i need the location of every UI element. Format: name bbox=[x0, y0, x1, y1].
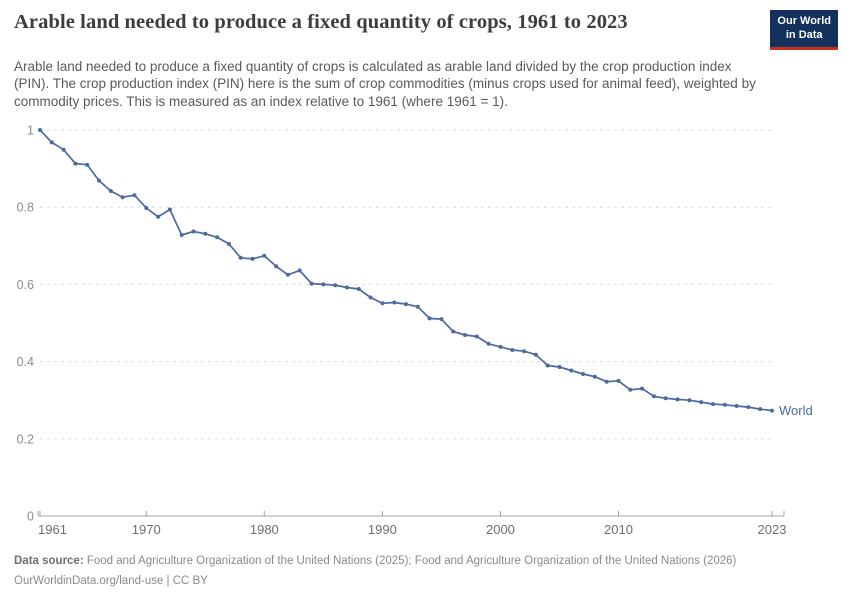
data-point-1981[interactable] bbox=[274, 264, 279, 269]
data-point-2007[interactable] bbox=[581, 371, 586, 376]
x-axis-label-1970: 1970 bbox=[132, 522, 161, 537]
chart-subtitle: Arable land needed to produce a fixed qu… bbox=[14, 58, 756, 110]
x-axis-label-1961: 1961 bbox=[38, 522, 67, 537]
data-point-2005[interactable] bbox=[557, 364, 562, 369]
chart-header: Arable land needed to produce a fixed qu… bbox=[0, 0, 850, 50]
data-point-1969[interactable] bbox=[132, 193, 137, 198]
y-axis-tick-0.2: 0.2 bbox=[17, 432, 34, 446]
owid-logo-line1: Our World bbox=[777, 15, 831, 27]
data-point-1961[interactable] bbox=[38, 127, 42, 132]
data-point-2015[interactable] bbox=[675, 397, 680, 402]
data-point-2018[interactable] bbox=[711, 402, 715, 407]
data-point-1986[interactable] bbox=[333, 283, 338, 288]
data-point-2004[interactable] bbox=[545, 363, 550, 368]
data-point-1977[interactable] bbox=[226, 241, 231, 246]
owid-logo[interactable]: Our World in Data bbox=[770, 10, 838, 50]
data-point-1988[interactable] bbox=[356, 286, 361, 291]
x-axis-label-2023: 2023 bbox=[758, 522, 787, 537]
data-point-1963[interactable] bbox=[61, 147, 66, 152]
data-point-2002[interactable] bbox=[522, 349, 527, 354]
data-point-1989[interactable] bbox=[368, 295, 373, 300]
data-point-1990[interactable] bbox=[380, 301, 385, 306]
data-point-1979[interactable] bbox=[250, 256, 255, 261]
y-axis-tick-1: 1 bbox=[27, 123, 34, 137]
data-point-1983[interactable] bbox=[297, 268, 302, 273]
series-end-label-world[interactable]: World bbox=[779, 403, 813, 418]
data-point-1965[interactable] bbox=[85, 162, 90, 167]
data-point-2006[interactable] bbox=[569, 368, 574, 373]
data-point-1966[interactable] bbox=[97, 178, 101, 183]
data-point-1971[interactable] bbox=[156, 214, 161, 219]
data-point-1970[interactable] bbox=[144, 205, 149, 210]
chart-footer: Data source: Food and Agriculture Organi… bbox=[14, 551, 836, 591]
owid-logo-line2: in Data bbox=[785, 28, 823, 41]
data-point-1992[interactable] bbox=[404, 302, 408, 307]
data-point-1987[interactable] bbox=[345, 285, 349, 290]
data-point-1999[interactable] bbox=[486, 341, 491, 346]
data-point-1980[interactable] bbox=[262, 253, 267, 258]
data-point-1973[interactable] bbox=[179, 232, 184, 237]
data-point-1978[interactable] bbox=[238, 255, 243, 260]
x-axis-label-2010: 2010 bbox=[604, 522, 633, 537]
data-point-1975[interactable] bbox=[203, 231, 208, 236]
data-point-1976[interactable] bbox=[215, 235, 220, 240]
y-axis-tick-0.6: 0.6 bbox=[17, 278, 34, 292]
data-source-label: Data source: bbox=[14, 554, 84, 567]
y-axis-tick-0: 0 bbox=[27, 509, 34, 523]
data-point-2021[interactable] bbox=[746, 405, 751, 410]
data-point-1967[interactable] bbox=[108, 188, 113, 193]
data-point-1985[interactable] bbox=[321, 282, 326, 287]
data-point-2009[interactable] bbox=[604, 379, 609, 384]
x-axis-label-2000: 2000 bbox=[486, 522, 515, 537]
data-point-1974[interactable] bbox=[191, 229, 196, 234]
data-point-1982[interactable] bbox=[285, 272, 290, 277]
data-point-2014[interactable] bbox=[663, 396, 668, 401]
data-point-1964[interactable] bbox=[73, 161, 78, 166]
data-point-1991[interactable] bbox=[392, 300, 397, 305]
data-point-2016[interactable] bbox=[687, 398, 692, 403]
data-point-2008[interactable] bbox=[592, 374, 597, 379]
data-point-2010[interactable] bbox=[616, 378, 621, 383]
data-point-2013[interactable] bbox=[651, 394, 656, 399]
line-chart[interactable]: 0 0.2 0.4 0.6 0.8 1 1961 1970 1980 1990 2000 2010 20… bbox=[0, 115, 850, 547]
data-point-2001[interactable] bbox=[510, 347, 515, 352]
data-point-1962[interactable] bbox=[49, 140, 54, 145]
series-line-world[interactable] bbox=[39, 129, 773, 412]
x-axis-label-1980: 1980 bbox=[250, 522, 279, 537]
data-point-2012[interactable] bbox=[640, 386, 645, 391]
data-point-1994[interactable] bbox=[427, 316, 432, 321]
data-point-2022[interactable] bbox=[758, 407, 763, 412]
page-title: Arable land needed to produce a fixed qu… bbox=[14, 11, 628, 33]
data-point-1997[interactable] bbox=[463, 332, 467, 337]
license-line[interactable]: OurWorldinData.org/land-use | CC BY bbox=[14, 575, 208, 588]
data-point-2017[interactable] bbox=[699, 400, 704, 405]
data-point-1972[interactable] bbox=[167, 207, 172, 212]
data-point-2003[interactable] bbox=[533, 352, 538, 357]
data-point-2019[interactable] bbox=[722, 402, 727, 407]
data-point-2011[interactable] bbox=[628, 387, 633, 392]
data-point-1996[interactable] bbox=[451, 329, 456, 334]
data-point-2000[interactable] bbox=[498, 344, 503, 349]
data-point-1995[interactable] bbox=[439, 317, 444, 322]
data-point-1993[interactable] bbox=[415, 304, 420, 309]
data-point-2023[interactable] bbox=[770, 408, 774, 413]
data-source-text: Food and Agriculture Organization of the… bbox=[83, 554, 737, 567]
data-point-1968[interactable] bbox=[120, 195, 125, 200]
data-point-1998[interactable] bbox=[474, 334, 479, 339]
x-axis-label-1990: 1990 bbox=[368, 522, 397, 537]
y-axis-tick-0.8: 0.8 bbox=[17, 201, 34, 215]
data-point-1984[interactable] bbox=[309, 281, 314, 286]
data-source-line: Data source: Food and Agriculture Organi… bbox=[14, 551, 836, 571]
y-axis-tick-0.4: 0.4 bbox=[17, 355, 34, 369]
data-point-2020[interactable] bbox=[734, 403, 739, 408]
